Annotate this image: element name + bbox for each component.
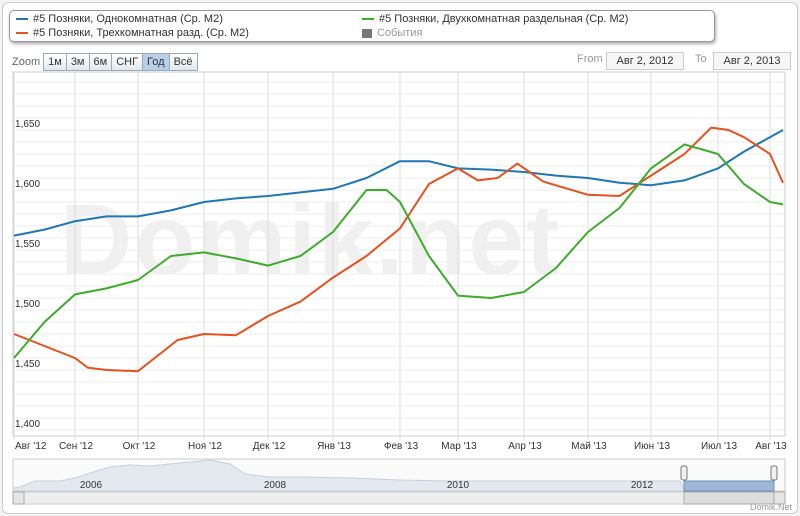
zoom-selector: Zoom 1м 3м 6м СНГ Год Всё xyxy=(12,53,198,71)
x-tick-label: Июн '13 xyxy=(634,441,670,452)
x-tick-label: Янв '13 xyxy=(317,441,351,452)
x-tick-label: Авг '13 xyxy=(755,441,787,452)
y-tick-label: 1,500 xyxy=(15,299,40,310)
zoom-1m-button[interactable]: 1м xyxy=(43,53,67,71)
scroll-right-button[interactable] xyxy=(773,491,786,505)
y-tick-label: 1,550 xyxy=(15,239,40,250)
zoom-6m-button[interactable]: 6м xyxy=(88,53,113,71)
legend-item-3room[interactable]: #5 Позняки, Трехкомнатная разд. (Ср. М2) xyxy=(16,27,249,39)
x-tick-label: Фев '13 xyxy=(384,441,419,452)
scroll-left-button[interactable] xyxy=(12,491,25,505)
series-swatch xyxy=(16,32,28,34)
navigator-handle[interactable] xyxy=(680,465,688,481)
series-line-0 xyxy=(13,129,784,237)
x-tick-label: Сен '12 xyxy=(59,441,94,452)
zoom-ytd-button[interactable]: СНГ xyxy=(111,53,144,71)
x-tick-label: Авг '12 xyxy=(15,441,47,452)
legend-label: #5 Позняки, Трехкомнатная разд. (Ср. М2) xyxy=(33,27,249,39)
navigator-selected-range xyxy=(683,480,775,492)
y-tick-label: 1,600 xyxy=(15,179,40,190)
zoom-3m-button[interactable]: 3м xyxy=(65,53,90,71)
legend-label: #5 Позняки, Однокомнатная (Ср. М2) xyxy=(33,13,223,25)
watermark: Domik.net xyxy=(60,184,562,296)
series-line-1 xyxy=(13,126,784,373)
from-date-input[interactable]: Авг 2, 2012 xyxy=(606,52,684,70)
x-tick-label: Май '13 xyxy=(571,441,607,452)
navigator-year-label: 2006 xyxy=(80,480,103,491)
navigator-year-label: 2010 xyxy=(447,480,470,491)
y-tick-label: 1,650 xyxy=(15,119,40,130)
zoom-label: Zoom xyxy=(12,56,41,68)
navigator-year-label: 2012 xyxy=(631,480,654,491)
series-swatch xyxy=(16,18,28,20)
x-tick-label: Мар '13 xyxy=(441,441,477,452)
legend-item-events[interactable]: События xyxy=(362,27,422,39)
zoom-year-button[interactable]: Год xyxy=(142,53,170,71)
x-tick-label: Ноя '12 xyxy=(188,441,222,452)
legend-item-2room[interactable]: #5 Позняки, Двухкомнатная раздельная (Ср… xyxy=(362,13,628,25)
navigator-area xyxy=(12,459,686,492)
y-tick-label: 1,400 xyxy=(15,419,40,430)
events-swatch xyxy=(362,28,372,38)
series-line-2 xyxy=(13,143,784,359)
plot-area xyxy=(12,71,786,437)
to-date-input[interactable]: Авг 2, 2013 xyxy=(713,52,791,70)
credit-link[interactable]: Domik.Net xyxy=(749,502,792,512)
to-label: To xyxy=(695,53,707,65)
zoom-all-button[interactable]: Всё xyxy=(168,53,198,71)
legend-label: События xyxy=(377,27,423,39)
legend-item-1room[interactable]: #5 Позняки, Однокомнатная (Ср. М2) xyxy=(16,13,223,25)
from-label: From xyxy=(577,53,603,65)
navigator-handle[interactable] xyxy=(770,465,778,481)
x-tick-label: Окт '12 xyxy=(123,441,156,452)
legend-label: #5 Позняки, Двухкомнатная раздельная (Ср… xyxy=(379,13,629,25)
navigator-year-label: 2008 xyxy=(264,480,287,491)
x-tick-label: Июл '13 xyxy=(701,441,738,452)
legend: #5 Позняки, Однокомнатная (Ср. М2) #5 По… xyxy=(9,10,715,42)
x-tick-label: Апр '13 xyxy=(508,441,542,452)
y-tick-label: 1,450 xyxy=(15,359,40,370)
series-swatch xyxy=(362,18,374,20)
x-tick-label: Дек '12 xyxy=(253,441,286,452)
scrollbar-track[interactable] xyxy=(12,491,786,505)
